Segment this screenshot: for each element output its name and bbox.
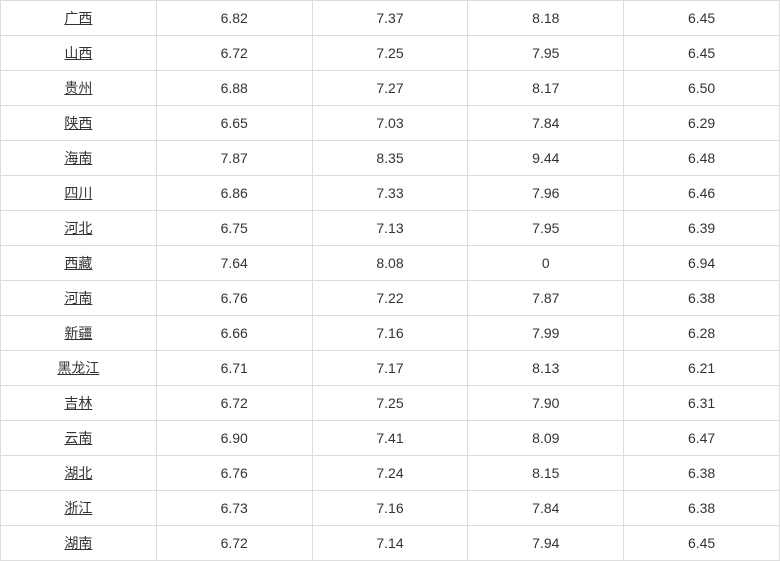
cell-province[interactable]: 河北 bbox=[1, 211, 157, 246]
cell-province[interactable]: 西藏 bbox=[1, 246, 157, 281]
cell-value: 8.09 bbox=[468, 421, 624, 456]
cell-value: 7.95 bbox=[468, 36, 624, 71]
table-row: 海南7.878.359.446.48 bbox=[1, 141, 780, 176]
table-row: 浙江6.737.167.846.38 bbox=[1, 491, 780, 526]
cell-value: 6.45 bbox=[624, 526, 780, 561]
cell-value: 7.87 bbox=[156, 141, 312, 176]
cell-value: 6.90 bbox=[156, 421, 312, 456]
cell-value: 6.88 bbox=[156, 71, 312, 106]
cell-province[interactable]: 湖南 bbox=[1, 526, 157, 561]
cell-value: 7.25 bbox=[312, 36, 468, 71]
cell-province[interactable]: 新疆 bbox=[1, 316, 157, 351]
table-row: 河北6.757.137.956.39 bbox=[1, 211, 780, 246]
table-body: 广西6.827.378.186.45山西6.727.257.956.45贵州6.… bbox=[1, 1, 780, 561]
cell-value: 6.46 bbox=[624, 176, 780, 211]
cell-value: 8.18 bbox=[468, 1, 624, 36]
cell-value: 6.21 bbox=[624, 351, 780, 386]
cell-province[interactable]: 黑龙江 bbox=[1, 351, 157, 386]
cell-value: 6.39 bbox=[624, 211, 780, 246]
cell-value: 7.41 bbox=[312, 421, 468, 456]
cell-province[interactable]: 浙江 bbox=[1, 491, 157, 526]
table-row: 湖北6.767.248.156.38 bbox=[1, 456, 780, 491]
cell-value: 6.75 bbox=[156, 211, 312, 246]
cell-value: 6.38 bbox=[624, 456, 780, 491]
cell-value: 6.66 bbox=[156, 316, 312, 351]
table-row: 河南6.767.227.876.38 bbox=[1, 281, 780, 316]
cell-value: 6.45 bbox=[624, 1, 780, 36]
cell-value: 6.76 bbox=[156, 281, 312, 316]
cell-value: 6.82 bbox=[156, 1, 312, 36]
cell-province[interactable]: 河南 bbox=[1, 281, 157, 316]
cell-value: 7.84 bbox=[468, 491, 624, 526]
table-row: 西藏7.648.0806.94 bbox=[1, 246, 780, 281]
cell-value: 7.90 bbox=[468, 386, 624, 421]
cell-value: 6.48 bbox=[624, 141, 780, 176]
cell-value: 6.45 bbox=[624, 36, 780, 71]
cell-value: 7.03 bbox=[312, 106, 468, 141]
cell-value: 6.65 bbox=[156, 106, 312, 141]
cell-value: 6.94 bbox=[624, 246, 780, 281]
table-row: 吉林6.727.257.906.31 bbox=[1, 386, 780, 421]
cell-value: 7.95 bbox=[468, 211, 624, 246]
cell-value: 6.86 bbox=[156, 176, 312, 211]
cell-value: 6.72 bbox=[156, 36, 312, 71]
cell-value: 0 bbox=[468, 246, 624, 281]
cell-value: 8.17 bbox=[468, 71, 624, 106]
cell-province[interactable]: 贵州 bbox=[1, 71, 157, 106]
table-row: 云南6.907.418.096.47 bbox=[1, 421, 780, 456]
cell-value: 6.38 bbox=[624, 281, 780, 316]
table-row: 山西6.727.257.956.45 bbox=[1, 36, 780, 71]
cell-value: 6.47 bbox=[624, 421, 780, 456]
cell-value: 7.87 bbox=[468, 281, 624, 316]
cell-value: 6.71 bbox=[156, 351, 312, 386]
cell-value: 6.76 bbox=[156, 456, 312, 491]
cell-value: 7.14 bbox=[312, 526, 468, 561]
cell-value: 6.38 bbox=[624, 491, 780, 526]
table-row: 陕西6.657.037.846.29 bbox=[1, 106, 780, 141]
cell-value: 8.13 bbox=[468, 351, 624, 386]
cell-value: 7.22 bbox=[312, 281, 468, 316]
table-row: 贵州6.887.278.176.50 bbox=[1, 71, 780, 106]
cell-value: 9.44 bbox=[468, 141, 624, 176]
cell-value: 7.24 bbox=[312, 456, 468, 491]
table-row: 新疆6.667.167.996.28 bbox=[1, 316, 780, 351]
cell-value: 7.94 bbox=[468, 526, 624, 561]
cell-province[interactable]: 海南 bbox=[1, 141, 157, 176]
cell-province[interactable]: 陕西 bbox=[1, 106, 157, 141]
cell-value: 7.17 bbox=[312, 351, 468, 386]
cell-province[interactable]: 广西 bbox=[1, 1, 157, 36]
cell-value: 7.99 bbox=[468, 316, 624, 351]
cell-province[interactable]: 山西 bbox=[1, 36, 157, 71]
table-row: 黑龙江6.717.178.136.21 bbox=[1, 351, 780, 386]
cell-province[interactable]: 四川 bbox=[1, 176, 157, 211]
cell-value: 8.08 bbox=[312, 246, 468, 281]
cell-value: 7.25 bbox=[312, 386, 468, 421]
cell-value: 7.96 bbox=[468, 176, 624, 211]
cell-value: 7.13 bbox=[312, 211, 468, 246]
cell-value: 6.72 bbox=[156, 526, 312, 561]
cell-value: 6.72 bbox=[156, 386, 312, 421]
cell-value: 7.33 bbox=[312, 176, 468, 211]
table-row: 湖南6.727.147.946.45 bbox=[1, 526, 780, 561]
cell-value: 6.73 bbox=[156, 491, 312, 526]
cell-value: 6.29 bbox=[624, 106, 780, 141]
cell-value: 7.16 bbox=[312, 316, 468, 351]
cell-value: 8.35 bbox=[312, 141, 468, 176]
cell-value: 7.16 bbox=[312, 491, 468, 526]
cell-province[interactable]: 湖北 bbox=[1, 456, 157, 491]
cell-value: 6.31 bbox=[624, 386, 780, 421]
cell-value: 7.37 bbox=[312, 1, 468, 36]
data-table: 广西6.827.378.186.45山西6.727.257.956.45贵州6.… bbox=[0, 0, 780, 561]
cell-value: 7.84 bbox=[468, 106, 624, 141]
cell-province[interactable]: 云南 bbox=[1, 421, 157, 456]
cell-value: 7.64 bbox=[156, 246, 312, 281]
cell-value: 6.50 bbox=[624, 71, 780, 106]
cell-value: 7.27 bbox=[312, 71, 468, 106]
table-row: 四川6.867.337.966.46 bbox=[1, 176, 780, 211]
cell-value: 8.15 bbox=[468, 456, 624, 491]
table-row: 广西6.827.378.186.45 bbox=[1, 1, 780, 36]
cell-value: 6.28 bbox=[624, 316, 780, 351]
cell-province[interactable]: 吉林 bbox=[1, 386, 157, 421]
